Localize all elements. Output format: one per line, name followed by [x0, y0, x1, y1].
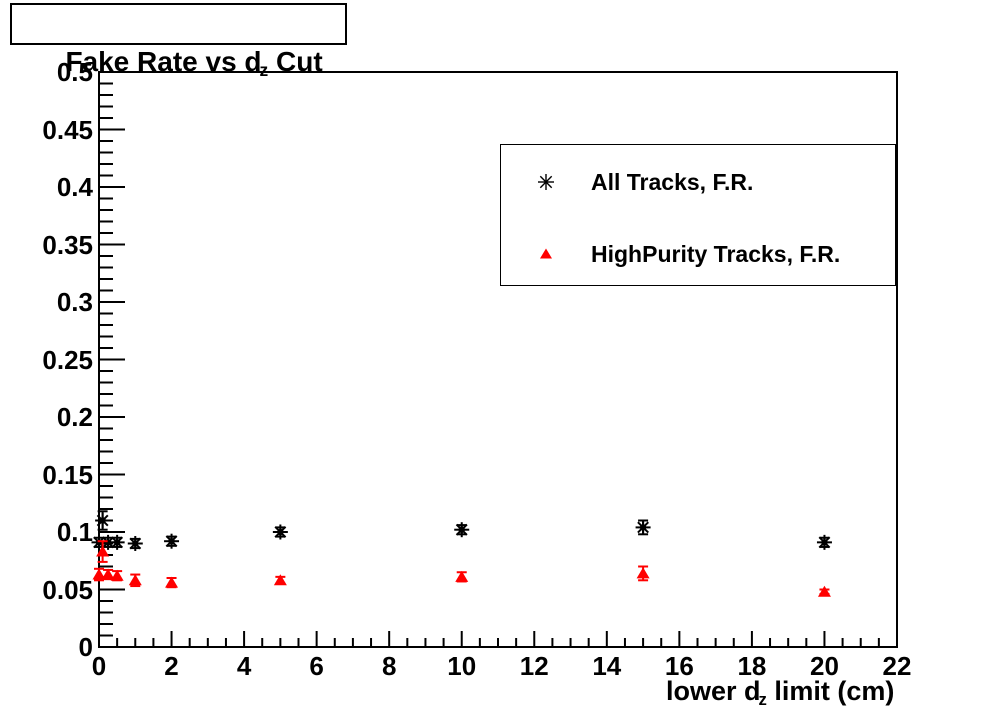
data-point — [96, 540, 110, 563]
y-tick-label: 0 — [78, 632, 93, 662]
legend: All Tracks, F.R. HighPurity Tracks, F.R. — [500, 144, 896, 286]
y-tick-label: 0.45 — [42, 114, 93, 145]
triangle-marker-icon — [501, 242, 591, 266]
x-axis-title: lower dz limit (cm) — [666, 676, 895, 710]
x-axis-title-text: lower d — [666, 676, 761, 706]
legend-entry-all-tracks: All Tracks, F.R. — [501, 162, 895, 202]
x-tick-label: 8 — [381, 651, 397, 681]
data-point — [109, 534, 125, 550]
y-tick-label: 0.2 — [56, 402, 93, 432]
y-tick-label: 0.4 — [56, 172, 93, 202]
legend-entry-highpurity-tracks: HighPurity Tracks, F.R. — [501, 234, 895, 274]
data-point — [101, 568, 115, 581]
data-point — [455, 570, 469, 583]
y-tick-label: 0.5 — [56, 57, 93, 87]
data-point — [92, 567, 106, 582]
data-point — [164, 533, 180, 549]
x-tick-label: 2 — [164, 651, 179, 681]
x-tick-label: 22 — [882, 651, 912, 681]
y-tick-label: 0.3 — [56, 287, 93, 317]
x-axis-title-subscript: z — [758, 690, 767, 710]
x-tick-label: 16 — [664, 651, 694, 681]
y-tick-label: 0.1 — [56, 517, 93, 547]
data-point — [817, 585, 831, 597]
data-point — [816, 534, 832, 550]
plot-frame — [98, 71, 898, 648]
x-tick-label: 0 — [91, 651, 107, 681]
data-point — [128, 573, 142, 588]
x-tick-label: 14 — [592, 651, 622, 681]
series-all-tracks — [91, 510, 832, 551]
x-axis-title-suffix: limit (cm) — [766, 676, 895, 706]
x-tick-label: 6 — [309, 651, 324, 681]
x-tick-label: 20 — [809, 651, 839, 681]
series-highpurity-tracks — [92, 540, 831, 597]
x-tick-label: 18 — [737, 651, 767, 681]
data-point — [454, 522, 470, 538]
data-point — [636, 565, 650, 582]
y-tick-label: 0.25 — [42, 344, 93, 375]
data-point — [95, 510, 111, 531]
chart-title-subscript: z — [259, 60, 269, 81]
asterisk-marker-icon — [501, 170, 591, 194]
data-point — [110, 569, 124, 582]
data-point — [273, 574, 287, 586]
data-point — [165, 576, 179, 589]
data-point — [635, 519, 651, 536]
x-tick-label: 12 — [519, 651, 549, 681]
y-tick-label: 0.35 — [42, 229, 93, 260]
x-tick-label: 10 — [447, 651, 477, 681]
legend-label-highpurity-tracks: HighPurity Tracks, F.R. — [591, 240, 841, 267]
legend-label-all-tracks: All Tracks, F.R. — [591, 168, 754, 195]
data-point — [127, 536, 143, 551]
y-tick-label: 0.15 — [42, 459, 93, 490]
data-point — [272, 524, 288, 540]
y-tick-label: 0.05 — [42, 574, 93, 605]
x-tick-label: 4 — [236, 651, 252, 681]
